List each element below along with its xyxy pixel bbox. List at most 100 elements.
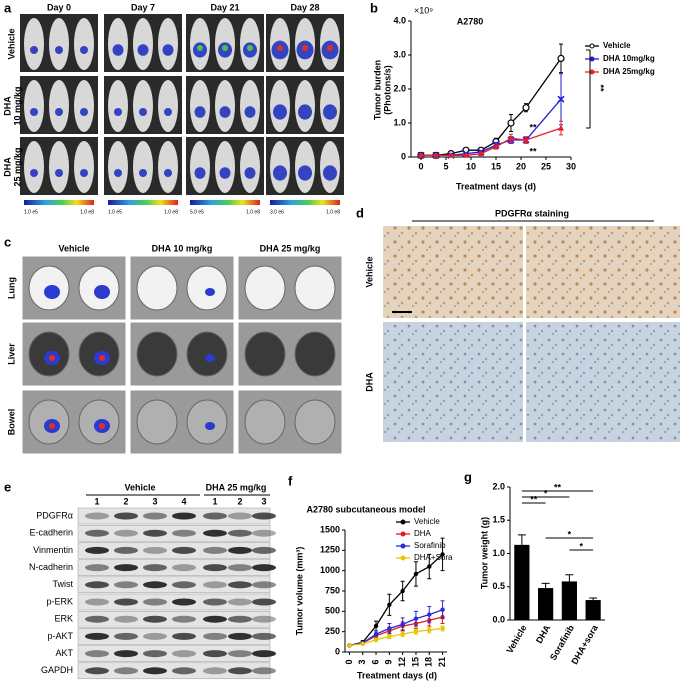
annotation: **: [530, 494, 538, 504]
y-tick-label: 1000: [320, 565, 340, 575]
signal: [30, 46, 38, 54]
marker: [493, 143, 499, 150]
marker: [557, 54, 565, 63]
legend-marker: [589, 56, 595, 62]
series-line: [349, 553, 444, 647]
annotation: **: [596, 84, 606, 92]
marker: [463, 151, 469, 158]
colorbar-label: 1.0 e5: [108, 209, 122, 215]
signal: [205, 354, 215, 362]
signal: [137, 44, 149, 56]
legend-label: DHA 10mg/kg: [603, 54, 655, 63]
band: [143, 632, 167, 640]
mouse: [190, 80, 210, 132]
band: [203, 581, 227, 589]
marker: [400, 588, 405, 594]
y-tick-label: 0: [335, 646, 340, 656]
bar: [561, 581, 577, 620]
band: [252, 581, 276, 589]
protein-label: E-cadherin: [29, 528, 73, 538]
signal: [112, 44, 124, 56]
signal: [55, 46, 63, 54]
annotation: **: [529, 122, 537, 132]
x-tick-label: 21: [437, 657, 447, 667]
signal: [273, 104, 287, 120]
band: [172, 598, 196, 606]
x-tick-label: 15: [491, 161, 501, 171]
series-line: [421, 98, 562, 156]
protein-label: Twist: [52, 579, 73, 589]
legend-label: Sorafinib: [414, 541, 446, 550]
legend-marker: [400, 531, 406, 537]
mouse: [158, 18, 178, 70]
group-header: Vehicle: [124, 482, 155, 492]
row-label: Vehicle: [6, 28, 16, 59]
ihc-image: [526, 322, 680, 442]
lane-label: 1: [94, 496, 99, 506]
protein-label: Vinmentin: [33, 545, 73, 555]
mouse: [240, 141, 260, 193]
signal: [244, 167, 256, 179]
colorbar-label: 1.0 e8: [326, 209, 340, 215]
signal: [80, 108, 88, 116]
marker: [413, 616, 419, 621]
band: [252, 564, 276, 572]
lane-label: 3: [261, 496, 266, 506]
series-line: [421, 127, 562, 156]
x-tick-label: 25: [541, 161, 551, 171]
row-label: DHA: [364, 372, 374, 392]
lane-label: 4: [181, 496, 186, 506]
signal-hot: [222, 45, 228, 51]
band: [172, 564, 196, 572]
error-bar: [541, 582, 550, 589]
band: [85, 615, 109, 623]
marker: [347, 643, 352, 648]
signal: [30, 169, 38, 177]
marker: [433, 151, 439, 158]
marker: [557, 95, 565, 103]
panel-title: PDGFRα staining: [495, 208, 569, 218]
x-tick-label: 5: [443, 161, 448, 171]
band: [172, 632, 196, 640]
signal: [323, 165, 337, 181]
chart-title: A2780: [457, 16, 484, 26]
x-tick-label: DHA: [534, 623, 553, 645]
band: [203, 650, 227, 658]
band: [203, 615, 227, 623]
colorbar-label: 1.0 e5: [24, 209, 38, 215]
column-header: Vehicle: [58, 243, 89, 253]
x-tick-label: Vehicle: [504, 623, 528, 655]
marker: [387, 626, 392, 631]
y-tick-label: 4.0: [393, 15, 406, 25]
y-tick-label: 250: [325, 626, 340, 636]
colorbar-label: 3.0 e6: [270, 209, 284, 215]
legend-label: DHA: [414, 529, 432, 538]
signal: [164, 108, 172, 116]
row-label: Lung: [6, 277, 16, 299]
signal-hot: [277, 45, 283, 51]
signal: [164, 169, 172, 177]
mouse: [24, 141, 44, 193]
signal-hot: [49, 423, 55, 429]
band: [252, 650, 276, 658]
marker: [440, 607, 445, 612]
band: [114, 615, 138, 623]
colorbar-label: 1.0 e8: [80, 209, 94, 215]
mouse: [108, 141, 128, 193]
marker: [413, 629, 419, 634]
x-tick-label: 0: [344, 659, 354, 664]
mouse: [49, 141, 69, 193]
panel-label: g: [464, 469, 472, 484]
x-tick-label: 18: [424, 657, 434, 667]
protein-label: N-cadherin: [29, 562, 73, 572]
y-scale: ×10⁹: [414, 5, 433, 15]
marker: [427, 564, 432, 569]
band: [143, 667, 167, 675]
blot-strip: [77, 524, 271, 542]
annotation: *: [568, 529, 572, 539]
band: [203, 546, 227, 554]
legend-marker: [400, 519, 406, 525]
y-tick-label: 750: [325, 585, 340, 595]
signal: [114, 169, 122, 177]
